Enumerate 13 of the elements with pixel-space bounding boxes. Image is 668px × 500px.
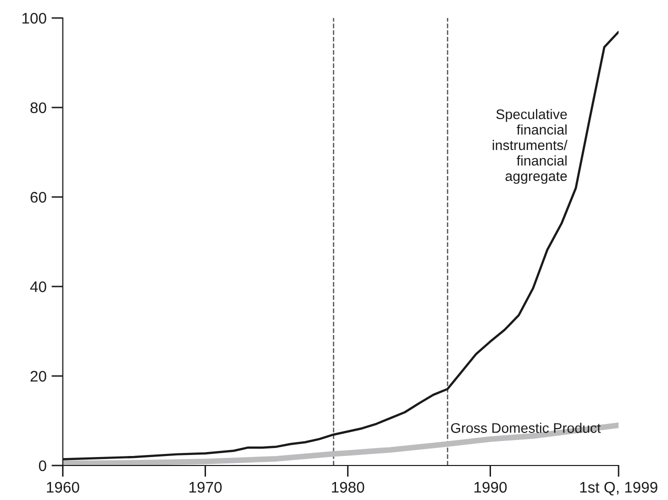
y-tick-label: 40 xyxy=(30,281,46,292)
series-label: Gross Domestic Product xyxy=(451,422,601,433)
x-tick-label: 1960 xyxy=(46,482,80,493)
y-tick-label: 0 xyxy=(38,460,46,472)
y-tick-label: 100 xyxy=(22,12,46,24)
y-tick-label: 80 xyxy=(30,102,46,114)
y-tick-label: 60 xyxy=(30,192,46,203)
x-tick-label: 1980 xyxy=(332,482,364,493)
x-tick-label: 1990 xyxy=(474,482,507,493)
x-tick-label: 1st Q, 1999 xyxy=(580,482,658,496)
series-label: Speculative financial instruments/ financial aggregate xyxy=(492,108,568,184)
x-tick-label: 1970 xyxy=(189,482,222,493)
y-tick-label: 20 xyxy=(30,370,46,382)
